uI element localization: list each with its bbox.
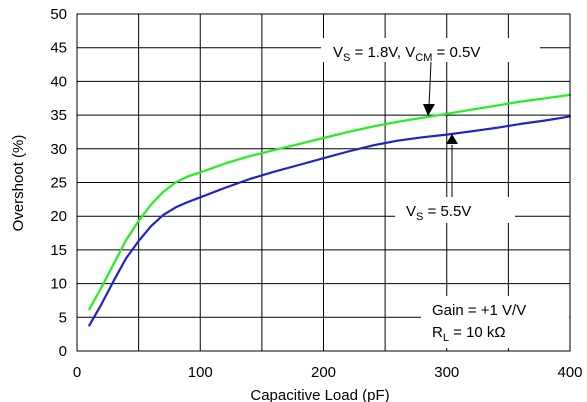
y-axis-label: Overshoot (%)	[10, 135, 27, 232]
annotation-rl: RL = 10 kΩ	[432, 324, 506, 344]
series-line-1	[88, 93, 572, 311]
annotation-vs55-arrowhead	[446, 134, 458, 144]
tick-labels: 0 5 10 15 20 25 30 35 40 45 50 0 100 200 300 400	[50, 6, 582, 381]
y-tick-label: 30	[50, 141, 67, 158]
y-tick-label: 20	[50, 208, 67, 225]
y-tick-label: 25	[50, 175, 67, 192]
x-tick-label: 400	[557, 364, 582, 381]
annotation-vs18-box	[321, 38, 540, 62]
y-tick-label: 50	[50, 6, 67, 23]
y-tick-label: 0	[59, 343, 67, 360]
x-axis-label: Capacitive Load (pF)	[250, 387, 389, 402]
y-tick-label: 35	[50, 107, 67, 124]
x-tick-label: 200	[311, 364, 336, 381]
x-tick-label: 0	[73, 364, 81, 381]
x-tick-label: 300	[434, 364, 459, 381]
y-tick-label: 40	[50, 73, 67, 90]
y-tick-label: 45	[50, 40, 67, 57]
series-line-2	[88, 115, 572, 327]
annotation-gain: Gain = +1 V/V	[432, 302, 526, 319]
y-tick-label: 15	[50, 242, 67, 259]
x-tick-label: 100	[188, 364, 213, 381]
annotation-gain-box	[421, 296, 569, 348]
annotation-vs55: VS = 5.5V	[406, 203, 471, 223]
y-tick-label: 10	[50, 276, 67, 293]
annotation-vs18-leader	[428, 61, 432, 107]
plot-frame	[76, 13, 571, 352]
y-tick-label: 5	[59, 309, 67, 326]
annotation-vs18: VS = 1.8V, VCM = 0.5V	[333, 44, 480, 64]
annotation-vs55-box	[395, 197, 515, 223]
annotations: VS = 1.8V, VCM = 0.5V VS = 5.5V Gain = +…	[321, 38, 569, 348]
annotation-vs18-arrowhead	[423, 104, 435, 116]
series-layer	[88, 93, 572, 327]
